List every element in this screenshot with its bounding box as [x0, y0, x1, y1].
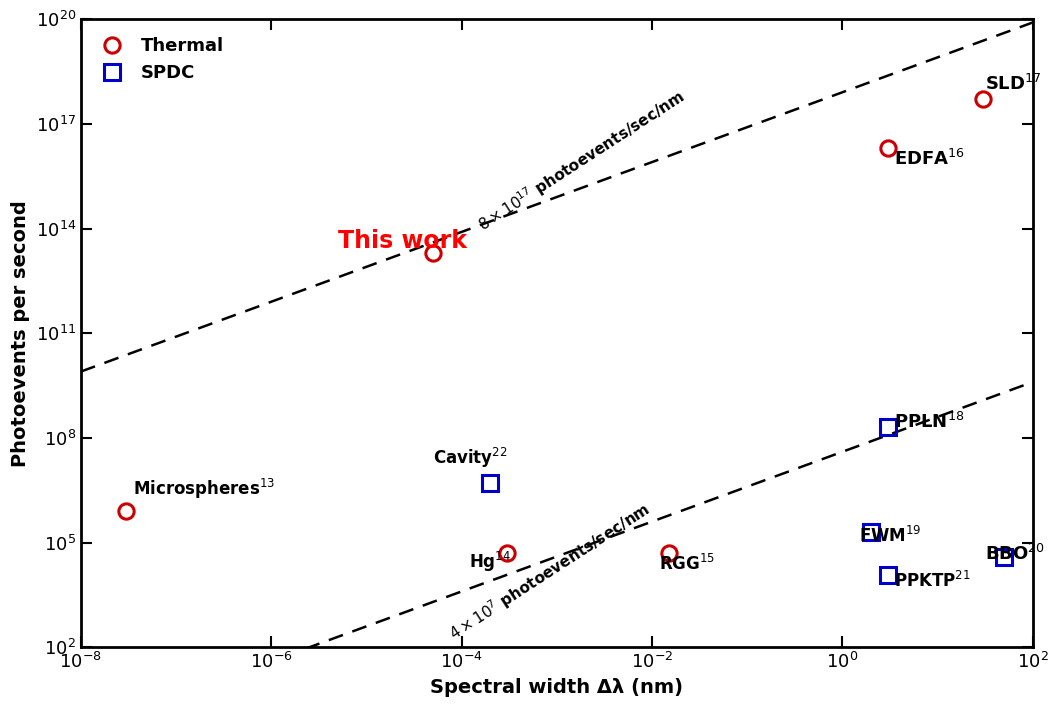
Text: FWM$^{19}$: FWM$^{19}$ [859, 526, 922, 546]
Text: SLD$^{17}$: SLD$^{17}$ [985, 74, 1042, 94]
Text: PPKTP$^{21}$: PPKTP$^{21}$ [894, 571, 971, 591]
Text: $8\times10^{17}$ photoevents/sec/nm: $8\times10^{17}$ photoevents/sec/nm [474, 86, 689, 236]
Text: RGG$^{15}$: RGG$^{15}$ [659, 554, 715, 573]
Text: Hg$^{14}$: Hg$^{14}$ [469, 549, 511, 573]
Text: This work: This work [338, 229, 467, 253]
Text: Cavity$^{22}$: Cavity$^{22}$ [433, 446, 507, 470]
Text: PPLN$^{18}$: PPLN$^{18}$ [894, 412, 964, 432]
Text: BBO$^{20}$: BBO$^{20}$ [985, 544, 1046, 564]
Text: Microspheres$^{13}$: Microspheres$^{13}$ [133, 476, 274, 501]
Y-axis label: Photoevents per second: Photoevents per second [11, 200, 30, 467]
Legend: Thermal, SPDC: Thermal, SPDC [90, 28, 233, 91]
Text: EDFA$^{16}$: EDFA$^{16}$ [894, 149, 965, 169]
Text: $4\times10^{7}$ photoevents/sec/nm: $4\times10^{7}$ photoevents/sec/nm [445, 498, 655, 644]
X-axis label: Spectral width Δλ (nm): Spectral width Δλ (nm) [431, 678, 684, 697]
